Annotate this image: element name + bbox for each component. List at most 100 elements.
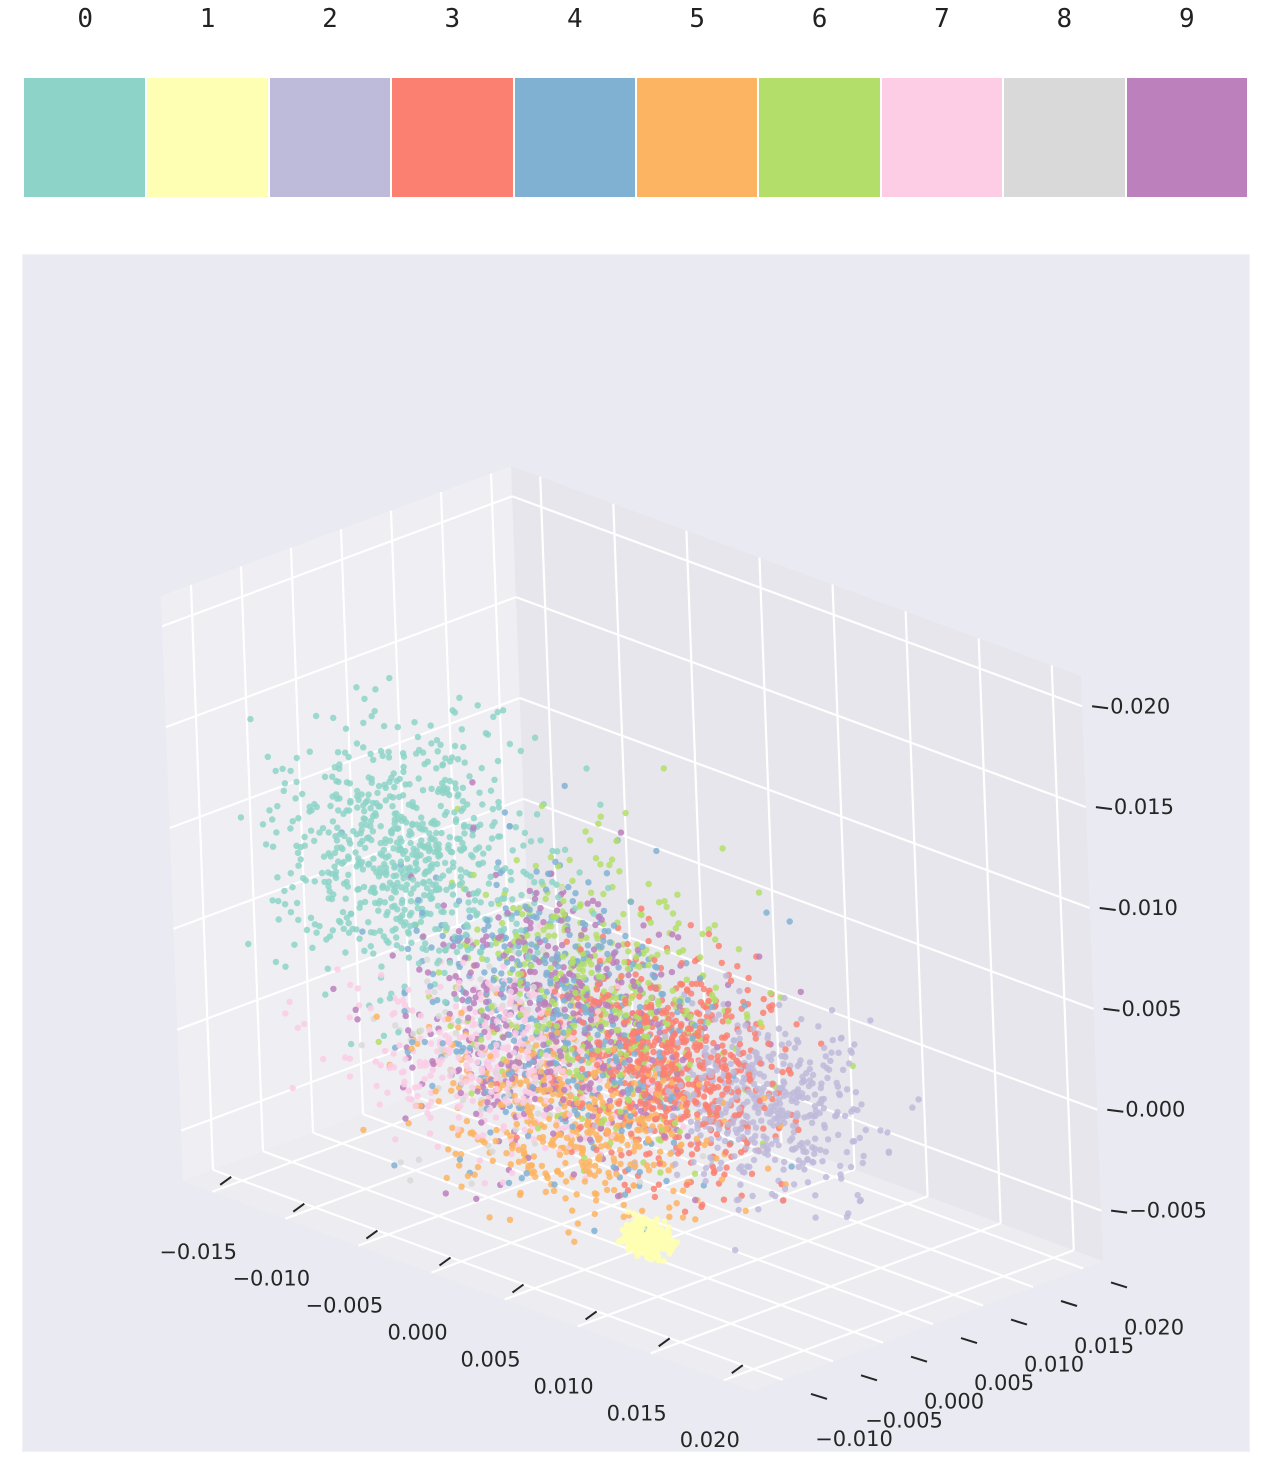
point-class-0-348: [423, 946, 430, 953]
point-class-5-75: [586, 1170, 594, 1178]
point-class-7-260: [542, 1144, 549, 1152]
point-class-0-35: [355, 858, 362, 866]
point-class-7-29: [525, 1048, 532, 1055]
point-class-7-389: [427, 1114, 434, 1121]
point-class-0-355: [428, 740, 435, 747]
point-class-0-614: [554, 894, 562, 901]
point-class-0-349: [477, 1017, 485, 1024]
point-class-4-70: [584, 942, 592, 949]
point-class-5-55: [660, 1077, 667, 1084]
point-class-0-240: [409, 821, 416, 829]
point-class-7-180: [493, 1041, 500, 1049]
point-class-0-168: [431, 821, 438, 828]
point-class-1-143: [651, 1226, 658, 1233]
point-class-4-59: [786, 918, 793, 925]
point-class-1-151: [630, 1210, 637, 1217]
point-class-3-215: [594, 980, 602, 987]
point-class-5-411: [627, 1161, 634, 1168]
point-class-2-271: [860, 1152, 867, 1160]
point-class-4-268: [522, 903, 529, 910]
point-class-5-395: [678, 1141, 685, 1148]
point-class-0-531: [331, 863, 338, 870]
point-class-6-35: [547, 964, 555, 971]
point-class-0-475: [491, 819, 498, 826]
point-class-2-214: [768, 1190, 776, 1198]
point-class-6-159: [711, 922, 718, 929]
point-class-3-574: [780, 1197, 787, 1204]
point-class-3-321: [627, 1064, 634, 1071]
point-class-5-283: [458, 1009, 465, 1016]
grid-z-back-5: [511, 495, 1083, 708]
point-class-2-276: [823, 1064, 830, 1072]
point-class-7-324: [521, 1126, 528, 1134]
point-class-5-269: [693, 1135, 701, 1143]
legend-swatch-2: [269, 78, 391, 197]
point-class-1-297: [647, 1240, 654, 1247]
point-class-9-11: [561, 1086, 568, 1094]
point-class-5-434: [471, 1171, 478, 1178]
point-class-3-163: [649, 1077, 656, 1084]
point-class-0-307: [432, 926, 439, 933]
point-class-0-522: [425, 844, 433, 852]
point-class-0-111: [477, 899, 484, 906]
point-class-0-310: [367, 805, 374, 812]
grid-y-floor-1: [262, 1150, 834, 1363]
point-class-2-268: [845, 1210, 852, 1217]
point-class-6-5: [704, 1019, 712, 1026]
point-class-9-151: [714, 1044, 721, 1051]
point-class-8-29: [392, 1022, 399, 1029]
point-class-0-299: [480, 850, 487, 857]
point-class-0-213: [347, 840, 354, 847]
point-class-2-436: [804, 1179, 812, 1186]
point-class-2-308: [766, 1110, 773, 1118]
point-class-4-96: [617, 1042, 624, 1050]
point-class-0-153: [520, 842, 527, 849]
point-class-0-185: [274, 874, 281, 881]
point-class-0-671: [448, 754, 456, 761]
point-class-3-208: [727, 1051, 734, 1059]
point-class-2-367: [763, 1080, 771, 1088]
point-class-0-242: [490, 713, 497, 720]
point-class-4-238: [621, 1059, 628, 1067]
point-class-9-438: [586, 1085, 593, 1092]
point-class-4-425: [636, 1023, 644, 1030]
point-class-3-286: [650, 1048, 657, 1056]
point-class-0-253: [442, 947, 449, 954]
point-class-6-130: [586, 1035, 594, 1042]
point-class-0-547: [398, 817, 405, 824]
point-class-4-227: [569, 898, 576, 905]
point-class-9-212: [617, 829, 625, 836]
point-class-3-434: [678, 959, 685, 967]
point-class-4-343: [523, 1170, 530, 1177]
point-class-6-204: [606, 861, 613, 869]
point-class-3-130: [620, 1019, 627, 1027]
point-class-3-288: [708, 1054, 715, 1061]
point-class-2-9: [706, 1125, 713, 1133]
point-class-4-2: [548, 956, 556, 963]
point-class-3-82: [635, 1009, 643, 1016]
point-class-0-263: [454, 793, 461, 800]
point-class-7-36: [464, 1054, 471, 1061]
point-class-0-541: [325, 829, 332, 836]
point-class-7-363: [454, 1126, 461, 1133]
point-class-0-465: [534, 949, 541, 956]
point-class-5-113: [497, 1101, 504, 1109]
point-class-0-206: [484, 731, 492, 738]
point-class-5-265: [542, 1188, 549, 1196]
point-class-5-296: [666, 1204, 673, 1211]
point-class-7-217: [392, 1136, 399, 1143]
point-class-3-9: [647, 984, 654, 991]
point-class-9-311: [598, 916, 605, 923]
point-class-5-242: [604, 1082, 611, 1089]
z-tick-1: [1107, 1108, 1124, 1113]
point-class-3-390: [731, 1112, 739, 1119]
point-class-5-418: [573, 1128, 580, 1136]
x-tick-1: [292, 1202, 305, 1213]
legend-swatch-3: [392, 78, 513, 197]
point-class-0-49: [443, 789, 451, 796]
point-class-7-35: [467, 1072, 474, 1079]
point-class-2-412: [764, 1146, 771, 1153]
point-class-2-414: [795, 1157, 802, 1164]
point-class-0-73: [368, 712, 375, 720]
point-class-0-490: [408, 830, 415, 838]
